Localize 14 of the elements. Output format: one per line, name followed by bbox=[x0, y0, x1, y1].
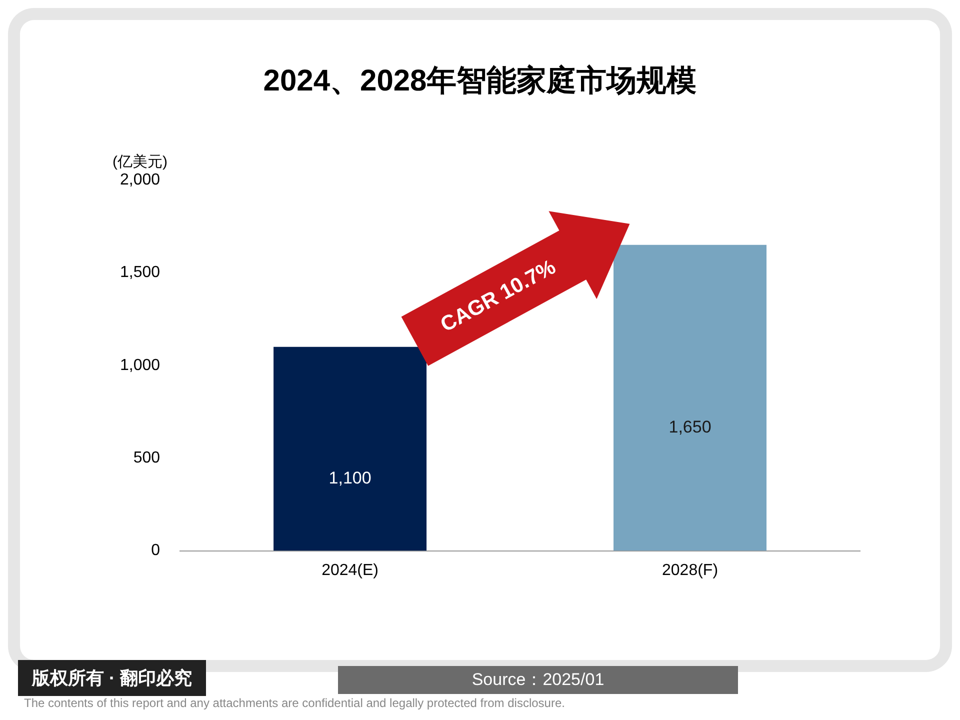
y-tick-label: 1,000 bbox=[120, 356, 160, 374]
data-label: 1,100 bbox=[328, 468, 372, 488]
data-label: 1,650 bbox=[668, 418, 712, 437]
y-tick-label: 1,500 bbox=[120, 264, 160, 282]
text: 版权所有 · 翻印必究 bbox=[18, 660, 206, 696]
y-axis-title: (亿美元) bbox=[112, 154, 168, 171]
y-tick-label: 0 bbox=[151, 542, 160, 560]
source-note: Source：2025/01 bbox=[338, 666, 738, 694]
chart-title: 2024、2028年智能家庭市场规模 bbox=[263, 63, 697, 98]
y-tick-label: 2,000 bbox=[120, 171, 160, 188]
text: The contents of this report and any attachments are confidential and legally protected from disclosure. bbox=[24, 696, 565, 710]
x-tick-label: 2028(F) bbox=[662, 562, 718, 579]
y-tick-label: 500 bbox=[133, 450, 160, 467]
x-tick-label: 2024(E) bbox=[322, 562, 378, 579]
